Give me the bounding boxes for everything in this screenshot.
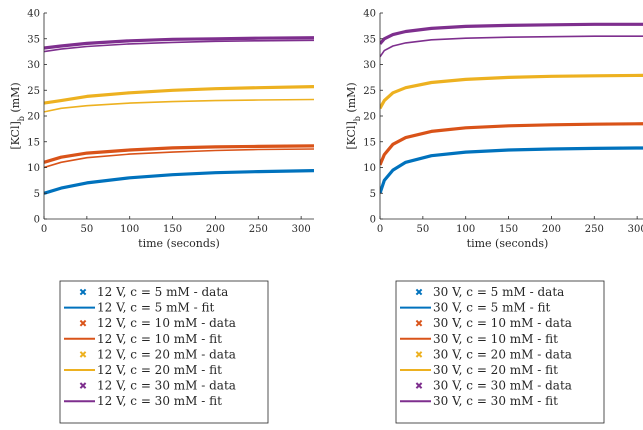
- legend-label: 12 V, c = 10 mM - data: [97, 316, 236, 330]
- legend-frame: [395, 280, 605, 424]
- legend-label: 30 V, c = 30 mM - fit: [433, 394, 558, 408]
- chart-panel-right: 0 5 10 15 20 25 30 35 40 0 50 100 150 200 250 300 time (…: [345, 9, 643, 424]
- x-tick-label: 300: [628, 224, 643, 235]
- legend-item: 12 V, c = 20 mM - fit: [64, 363, 222, 377]
- series-line-fit-5: [380, 74, 643, 109]
- y-tick-label: 20: [363, 112, 376, 123]
- legend-marker-data: [79, 288, 87, 296]
- legend-item: 12 V, c = 30 mM - fit: [64, 394, 222, 408]
- y-tick-label: 40: [27, 9, 40, 20]
- x-tick-label: 250: [249, 224, 268, 235]
- x-tick-label: 250: [585, 224, 604, 235]
- legend-label: 30 V, c = 10 mM - data: [433, 316, 572, 330]
- legend-item: 30 V, c = 20 mM - fit: [400, 363, 558, 377]
- legend-label: 12 V, c = 30 mM - fit: [97, 394, 222, 408]
- legend-label: 30 V, c = 5 mM - data: [433, 285, 564, 299]
- legend-label: 30 V, c = 20 mM - data: [433, 347, 572, 361]
- y-tick-label: 20: [27, 112, 40, 123]
- x-tick-label: 300: [292, 224, 311, 235]
- x-tick-label: 100: [456, 224, 475, 235]
- legend-item: 30 V, c = 30 mM - data: [415, 379, 572, 393]
- chart-panel-left: 0 5 10 15 20 25 30 35 40 0 50 100 150 200 250 300 time (…: [9, 9, 314, 424]
- y-tick-label: 35: [363, 34, 376, 45]
- series-line-fit-3: [380, 122, 643, 166]
- x-axis-label: time (seconds): [467, 237, 549, 250]
- legend-label: 30 V, c = 30 mM - data: [433, 379, 572, 393]
- legend-marker-data: [415, 382, 423, 389]
- legend-left: 12 V, c = 5 mM - data 12 V, c = 5 mM - fi…: [59, 280, 269, 424]
- legend-item: 12 V, c = 5 mM - fit: [64, 301, 214, 315]
- legend-label: 12 V, c = 5 mM - fit: [97, 301, 214, 315]
- x-tick-label: 50: [80, 224, 93, 235]
- legend-item: 12 V, c = 10 mM - data: [79, 316, 236, 330]
- legend-label: 30 V, c = 10 mM - fit: [433, 332, 558, 346]
- legend-item: 30 V, c = 5 mM - data: [415, 285, 564, 299]
- y-tick-label: 15: [363, 137, 376, 148]
- legend-label: 12 V, c = 20 mM - data: [97, 347, 236, 361]
- legend-item: 30 V, c = 10 mM - fit: [400, 332, 558, 346]
- legend-label: 12 V, c = 5 mM - data: [97, 285, 228, 299]
- legend-marker-data: [79, 319, 87, 327]
- x-tick-label: 150: [163, 224, 182, 235]
- legend-label: 12 V, c = 30 mM - data: [97, 379, 236, 393]
- legend-marker-data: [415, 351, 423, 358]
- y-axis-label: [KCl]b (mM): [345, 82, 362, 149]
- legend-item: 30 V, c = 10 mM - data: [415, 316, 572, 330]
- series-line-fit-7: [380, 35, 643, 58]
- legend-frame: [59, 280, 269, 424]
- series-line-data-4: [380, 73, 643, 110]
- x-tick-label: 150: [499, 224, 518, 235]
- x-tick-label: 0: [41, 224, 47, 235]
- series-line-data-6: [380, 22, 643, 45]
- legend-item: 12 V, c = 30 mM - data: [79, 379, 236, 393]
- x-tick-label: 200: [206, 224, 225, 235]
- y-tick-label: 40: [363, 9, 376, 20]
- legend-item: 12 V, c = 20 mM - data: [79, 347, 236, 361]
- y-tick-label: 25: [27, 86, 40, 97]
- y-tick-label: 10: [27, 163, 40, 174]
- legend-item: 12 V, c = 10 mM - fit: [64, 332, 222, 346]
- y-tick-label: 35: [27, 34, 40, 45]
- series-line-data-0: [380, 146, 643, 194]
- y-tick-label: 10: [363, 163, 376, 174]
- y-tick-label: 0: [370, 215, 376, 226]
- legend-item: 30 V, c = 5 mM - fit: [400, 301, 550, 315]
- x-axis-label: time (seconds): [138, 237, 220, 250]
- series-line-data-6: [44, 36, 314, 50]
- x-tick-label: 100: [120, 224, 139, 235]
- y-tick-label: 15: [27, 137, 40, 148]
- legend-item: 30 V, c = 30 mM - fit: [400, 394, 558, 408]
- legend-label: 30 V, c = 5 mM - fit: [433, 301, 550, 315]
- series-line-fit-1: [44, 169, 314, 195]
- legend-label: 30 V, c = 20 mM - fit: [433, 363, 558, 377]
- y-tick-label: 0: [34, 215, 40, 226]
- series-line-fit-5: [44, 98, 314, 113]
- legend-marker-data: [415, 288, 423, 296]
- series-line-data-2: [44, 144, 314, 164]
- series-line-data-4: [44, 85, 314, 105]
- legend-right: 30 V, c = 5 mM - data 30 V, c = 5 mM - fi…: [395, 280, 605, 424]
- y-axis-label: [KCl]b (mM): [9, 82, 26, 149]
- y-tick-label: 30: [27, 60, 40, 71]
- legend-item: 12 V, c = 5 mM - data: [79, 285, 228, 299]
- legend-item: 30 V, c = 20 mM - data: [415, 347, 572, 361]
- y-tick-label: 5: [34, 189, 40, 200]
- legend-label: 12 V, c = 10 mM - fit: [97, 332, 222, 346]
- legend-label: 12 V, c = 20 mM - fit: [97, 363, 222, 377]
- legend-marker-data: [79, 382, 87, 389]
- series-line-fit-7: [44, 39, 314, 53]
- series-line-fit-1: [380, 147, 643, 194]
- series-line-fit-3: [44, 148, 314, 169]
- x-tick-label: 50: [416, 224, 429, 235]
- legend-marker-data: [79, 351, 87, 358]
- y-tick-label: 30: [363, 60, 376, 71]
- legend-marker-data: [415, 319, 423, 327]
- y-tick-label: 5: [370, 189, 376, 200]
- x-tick-label: 200: [542, 224, 561, 235]
- x-tick-label: 0: [377, 224, 383, 235]
- y-tick-label: 25: [363, 86, 376, 97]
